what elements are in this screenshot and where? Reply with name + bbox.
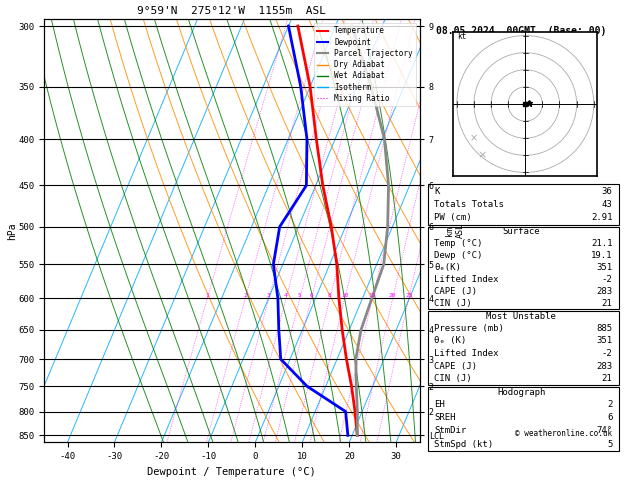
Text: 74°: 74°	[596, 426, 613, 435]
X-axis label: Dewpoint / Temperature (°C): Dewpoint / Temperature (°C)	[147, 467, 316, 477]
Bar	[428, 387, 619, 451]
Text: 36: 36	[602, 187, 613, 195]
Text: Temp (°C): Temp (°C)	[434, 239, 482, 248]
Text: Most Unstable: Most Unstable	[486, 312, 556, 321]
Text: 21: 21	[602, 374, 613, 383]
Text: SREH: SREH	[434, 413, 455, 422]
Text: 21: 21	[602, 298, 613, 308]
Y-axis label: hPa: hPa	[7, 222, 17, 240]
Text: EH: EH	[434, 400, 445, 409]
Text: CIN (J): CIN (J)	[434, 374, 472, 383]
Text: Surface: Surface	[503, 227, 540, 236]
Text: 283: 283	[596, 362, 613, 371]
Bar	[428, 311, 619, 385]
Text: 1: 1	[205, 294, 209, 298]
Text: 4: 4	[284, 294, 288, 298]
Text: Hodograph: Hodograph	[497, 388, 545, 397]
Text: 25: 25	[405, 294, 413, 298]
Text: θₑ (K): θₑ (K)	[434, 336, 466, 345]
Text: 10: 10	[341, 294, 348, 298]
Text: 08.05.2024  00GMT  (Base: 00): 08.05.2024 00GMT (Base: 00)	[436, 26, 606, 36]
Text: -2: -2	[602, 349, 613, 358]
Y-axis label: km
ASL: km ASL	[445, 224, 464, 238]
Text: CAPE (J): CAPE (J)	[434, 362, 477, 371]
Text: Lifted Index: Lifted Index	[434, 275, 498, 284]
Text: 19.1: 19.1	[591, 251, 613, 260]
Text: 2.91: 2.91	[591, 213, 613, 222]
Text: 351: 351	[596, 336, 613, 345]
Text: 8: 8	[328, 294, 331, 298]
Text: StmDir: StmDir	[434, 426, 466, 435]
Text: Lifted Index: Lifted Index	[434, 349, 498, 358]
Text: 2: 2	[607, 400, 613, 409]
Text: 2: 2	[243, 294, 247, 298]
Text: 15: 15	[369, 294, 376, 298]
Bar	[428, 184, 619, 225]
Text: 3: 3	[267, 294, 270, 298]
Text: Pressure (mb): Pressure (mb)	[434, 324, 504, 332]
Title: 9°59'N  275°12'W  1155m  ASL: 9°59'N 275°12'W 1155m ASL	[137, 6, 326, 16]
Text: 5: 5	[298, 294, 302, 298]
Text: 351: 351	[596, 262, 613, 272]
Text: 283: 283	[596, 287, 613, 295]
Text: 5: 5	[607, 440, 613, 449]
Text: 885: 885	[596, 324, 613, 332]
Text: PW (cm): PW (cm)	[434, 213, 472, 222]
Legend: Temperature, Dewpoint, Parcel Trajectory, Dry Adiabat, Wet Adiabat, Isotherm, Mi: Temperature, Dewpoint, Parcel Trajectory…	[313, 23, 416, 106]
Text: CIN (J): CIN (J)	[434, 298, 472, 308]
Text: K: K	[434, 187, 439, 195]
Text: CAPE (J): CAPE (J)	[434, 287, 477, 295]
Text: Totals Totals: Totals Totals	[434, 200, 504, 209]
Text: θₑ(K): θₑ(K)	[434, 262, 461, 272]
Text: 6: 6	[309, 294, 313, 298]
Text: 6: 6	[607, 413, 613, 422]
Text: © weatheronline.co.uk: © weatheronline.co.uk	[515, 429, 613, 438]
Text: Dewp (°C): Dewp (°C)	[434, 251, 482, 260]
Text: 21.1: 21.1	[591, 239, 613, 248]
Text: -2: -2	[602, 275, 613, 284]
Text: StmSpd (kt): StmSpd (kt)	[434, 440, 493, 449]
Text: 20: 20	[389, 294, 396, 298]
Bar	[428, 226, 619, 309]
Text: 43: 43	[602, 200, 613, 209]
